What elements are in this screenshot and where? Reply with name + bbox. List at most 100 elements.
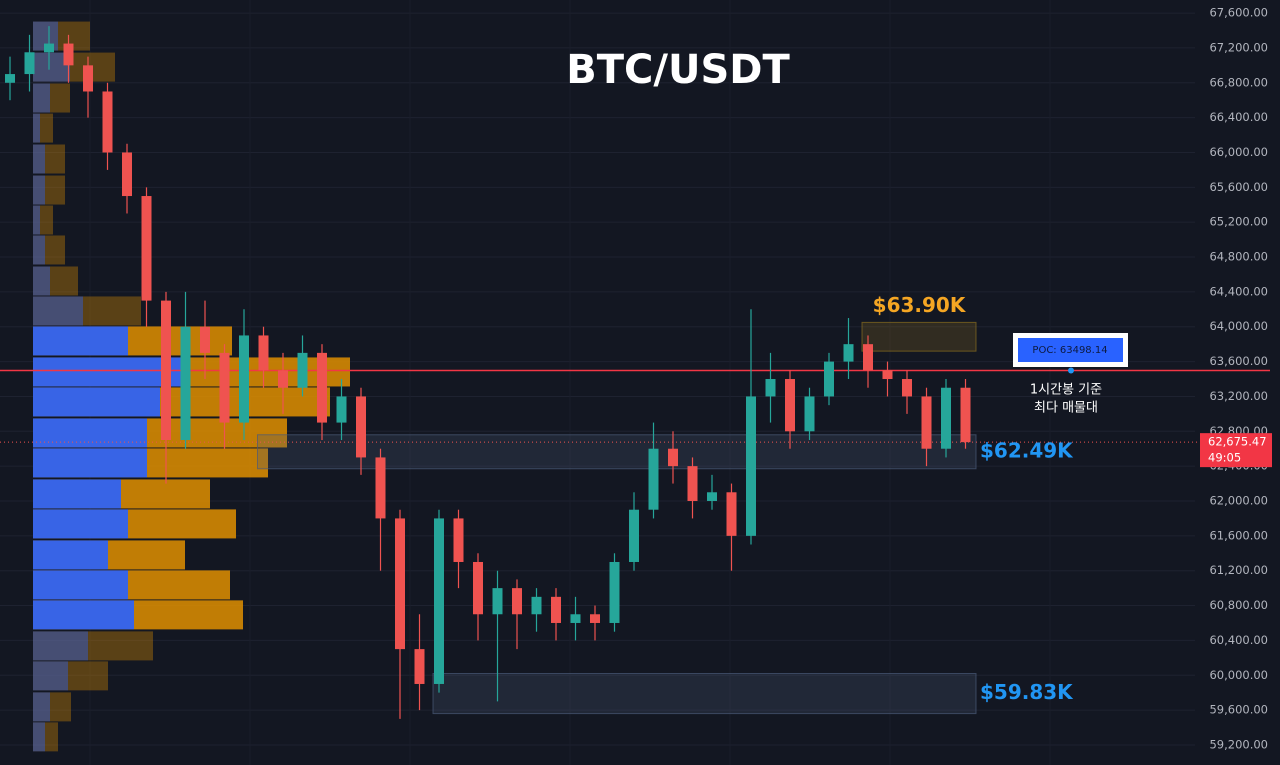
candle-body — [239, 335, 249, 423]
profile-buy — [33, 600, 134, 630]
y-tick-label: 65,600.00 — [1209, 180, 1268, 194]
y-tick-label: 66,000.00 — [1209, 145, 1268, 159]
y-tick-label: 60,400.00 — [1209, 633, 1268, 647]
profile-sell — [33, 175, 65, 205]
candle-body — [512, 588, 522, 615]
y-tick-label: 67,200.00 — [1209, 40, 1268, 54]
profile-buy — [33, 631, 88, 661]
last-price-tag — [1200, 433, 1272, 468]
profile-buy — [33, 144, 45, 174]
candle-body — [102, 91, 113, 153]
profile-sell — [33, 235, 65, 265]
profile-buy — [33, 661, 68, 691]
candle-body — [356, 396, 366, 458]
candle-body — [687, 466, 698, 501]
profile-buy — [33, 266, 50, 296]
candle-body — [258, 335, 269, 371]
candle-body — [336, 396, 347, 423]
profile-sell — [33, 52, 115, 82]
profile-buy — [33, 83, 50, 113]
zone — [432, 673, 977, 715]
y-tick-label: 66,400.00 — [1209, 110, 1268, 124]
candle-body — [492, 588, 503, 615]
candle-body — [726, 492, 737, 536]
candle-body — [83, 65, 93, 92]
profile-buy — [33, 296, 83, 326]
profile-sell — [33, 266, 78, 296]
candle-body — [668, 448, 678, 467]
candle-body — [804, 396, 815, 432]
poc-marker — [1068, 367, 1074, 374]
poc-box — [1018, 338, 1123, 362]
profile-sell — [33, 144, 65, 174]
y-tick-label: 64,800.00 — [1209, 250, 1268, 264]
profile-buy — [33, 479, 121, 509]
zone — [257, 434, 977, 470]
profile-buy — [33, 113, 40, 143]
candle-body — [122, 152, 132, 197]
countdown: 49:05 — [1208, 451, 1241, 465]
y-tick-label: 61,200.00 — [1209, 563, 1268, 577]
candle-body — [960, 387, 971, 443]
candle-body — [297, 352, 308, 388]
zone-label: $63.90K — [873, 293, 967, 317]
candle-body — [590, 614, 600, 623]
candle-body — [375, 457, 386, 519]
candle-body — [824, 361, 834, 397]
candle-body — [24, 52, 35, 75]
profile-buy — [33, 387, 160, 417]
candle-body — [63, 43, 74, 66]
profile-buy — [33, 448, 147, 478]
candle-body — [609, 561, 620, 623]
candle-body — [921, 396, 932, 449]
candle-body — [941, 387, 951, 449]
candle-body — [765, 379, 776, 397]
candle-body — [902, 379, 912, 397]
profile-buy — [33, 175, 45, 205]
y-tick-label: 60,000.00 — [1209, 668, 1268, 682]
profile-buy — [33, 205, 40, 235]
y-tick-label: 64,400.00 — [1209, 284, 1268, 298]
profile-buy — [33, 326, 128, 356]
candle-body — [453, 518, 464, 562]
candle-body — [395, 518, 405, 650]
chart-title: BTC/USDT — [566, 47, 790, 93]
candle-body — [785, 379, 795, 432]
candle-body — [434, 518, 444, 684]
candle-body — [161, 300, 171, 441]
profile-buy — [33, 570, 128, 600]
y-tick-label: 66,800.00 — [1209, 75, 1268, 89]
profile-sell — [33, 661, 108, 691]
profile-buy — [33, 509, 128, 539]
note: 최다 매물대 — [1034, 401, 1098, 416]
candle-body — [531, 596, 542, 615]
profile-buy — [33, 722, 45, 752]
y-tick-label: 61,600.00 — [1209, 528, 1268, 542]
profile-buy — [33, 540, 108, 570]
profile-buy — [33, 235, 45, 265]
y-tick-label: 60,800.00 — [1209, 598, 1268, 612]
profile-sell — [33, 722, 58, 752]
candle-body — [570, 614, 581, 623]
candle-body — [278, 370, 288, 388]
profile-buy — [33, 692, 50, 722]
y-tick-label: 63,600.00 — [1209, 354, 1268, 368]
candle-body — [141, 196, 152, 301]
profile-sell — [33, 205, 53, 235]
poc-label: POC: 63498.14 — [1032, 345, 1107, 356]
y-tick-label: 59,200.00 — [1209, 737, 1268, 751]
profile-sell — [33, 692, 71, 722]
candle-body — [648, 448, 659, 510]
candle-body — [180, 326, 191, 441]
candle-body — [707, 492, 717, 501]
y-tick-label: 62,000.00 — [1209, 493, 1268, 507]
candle-body — [219, 352, 230, 423]
candle-body — [414, 649, 425, 684]
candle-body — [551, 596, 561, 623]
profile-buy — [33, 357, 185, 387]
candle-body — [843, 344, 854, 362]
zone — [861, 321, 977, 352]
candle-body — [863, 344, 873, 371]
last-price-label: 62,675.47 — [1208, 435, 1267, 449]
